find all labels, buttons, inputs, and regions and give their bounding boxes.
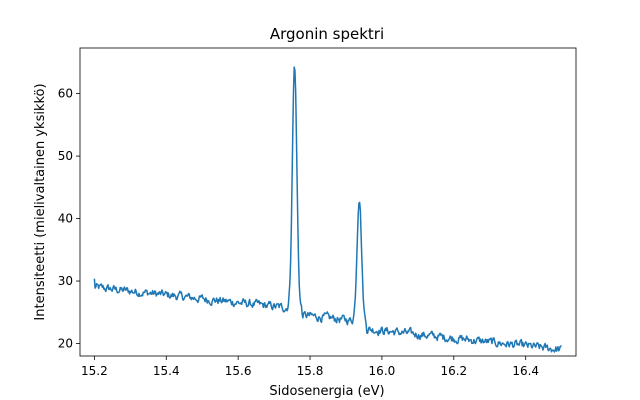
plot-area: [93, 66, 562, 353]
x-tick-label: 16.4: [512, 364, 539, 378]
x-tick-label: 15.4: [153, 364, 180, 378]
chart-title: Argonin spektri: [270, 25, 384, 43]
y-tick-label: 40: [58, 212, 73, 226]
x-tick-label: 16.0: [369, 364, 396, 378]
x-tick-label: 15.8: [297, 364, 324, 378]
series-line: [93, 66, 562, 353]
x-tick-label: 15.2: [81, 364, 108, 378]
x-axis-label: Sidosenergia (eV): [269, 384, 384, 399]
y-tick-label: 20: [58, 337, 73, 351]
y-axis: 20 30 40 50 60: [58, 87, 80, 351]
y-axis-label: Intensiteetti (mielivaltainen yksikkö): [33, 83, 48, 320]
x-axis: 15.2 15.4 15.6 15.8 16.0 16.2 16.4: [81, 356, 539, 378]
plot-frame: [79, 47, 577, 357]
x-tick-label: 15.6: [225, 364, 252, 378]
y-tick-label: 50: [58, 149, 73, 163]
y-tick-label: 30: [58, 274, 73, 288]
x-tick-label: 16.2: [440, 364, 467, 378]
y-tick-label: 60: [58, 87, 73, 101]
